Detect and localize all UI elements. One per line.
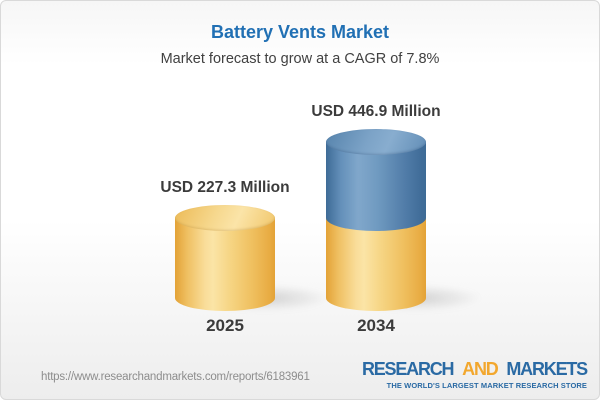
cylinder-top-yellow — [175, 205, 275, 232]
chart-title: Battery Vents Market — [210, 22, 390, 42]
logo-word-markets: MARKETS — [506, 359, 588, 379]
bar-segment-yellow — [175, 218, 275, 311]
bar-segment-blue — [326, 141, 426, 232]
axis-label-2025: 2025 — [206, 316, 244, 335]
axis-label-2034: 2034 — [357, 316, 395, 335]
bar-segment-yellow — [326, 218, 426, 311]
logo-word-and: AND — [462, 359, 499, 379]
value-label-2034: USD 446.9 Million — [311, 102, 441, 120]
research-and-markets-logo: RESEARCH AND MARKETS THE WORLD'S LARGEST… — [361, 359, 588, 390]
report-url[interactable]: https://www.researchandmarkets.com/repor… — [41, 371, 310, 383]
cylinder-top-blue — [326, 128, 426, 155]
chart-subtitle: Market forecast to grow at a CAGR of 7.8… — [160, 51, 440, 67]
logo-wordmark: RESEARCH AND MARKETS — [361, 359, 588, 380]
logo-tagline: THE WORLD'S LARGEST MARKET RESEARCH STOR… — [386, 381, 587, 390]
value-label-2025: USD 227.3 Million — [160, 179, 290, 197]
logo-word-research: RESEARCH — [361, 359, 455, 379]
